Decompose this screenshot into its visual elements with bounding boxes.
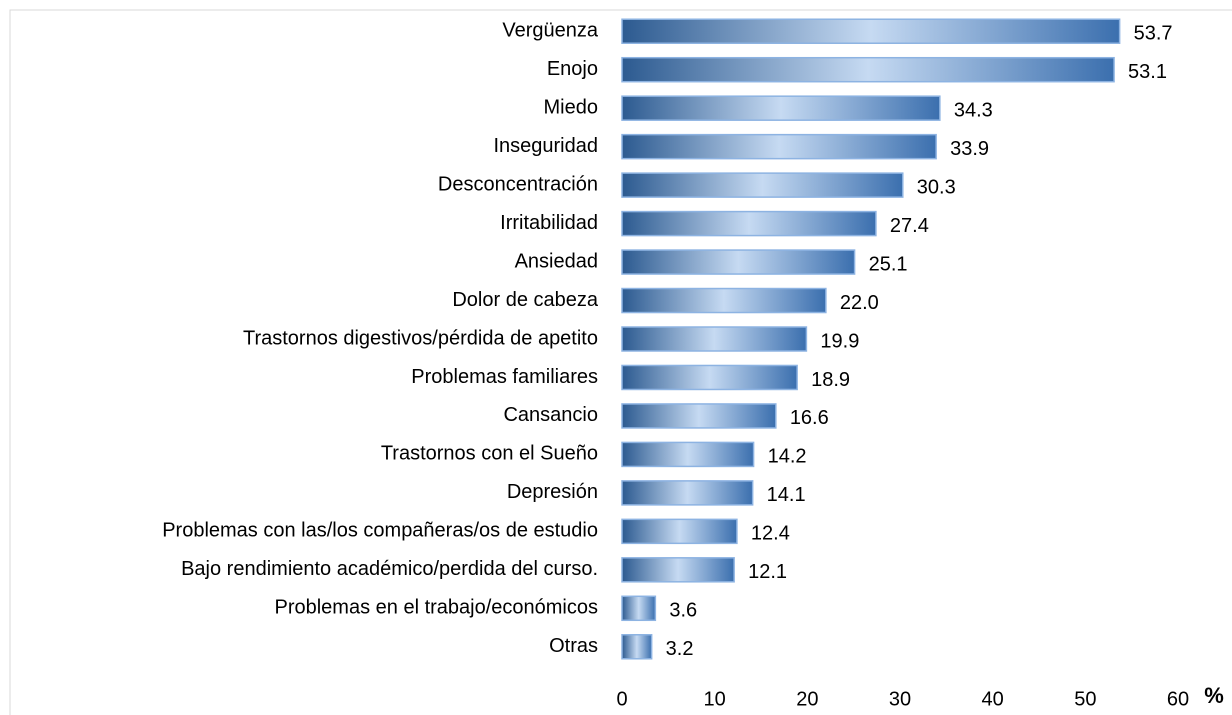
y-tick-label: Problemas con las/los compañeras/os de e… <box>162 520 598 542</box>
bar <box>621 634 653 660</box>
y-tick-label: Trastornos digestivos/pérdida de apetito <box>243 327 598 349</box>
x-tick-label: 40 <box>982 688 1004 710</box>
y-tick-label: Miedo <box>544 96 598 118</box>
data-label: 25.1 <box>869 253 908 275</box>
x-tick-label: 0 <box>616 688 627 710</box>
y-tick-label: Otras <box>549 635 598 657</box>
y-tick-label: Dolor de cabeza <box>452 289 599 311</box>
data-label: 34.3 <box>954 99 993 121</box>
y-tick-label: Trastornos con el Sueño <box>381 443 598 465</box>
y-tick-label: Bajo rendimiento académico/perdida del c… <box>181 558 598 580</box>
data-label: 14.1 <box>767 484 806 506</box>
data-label: 33.9 <box>950 138 989 160</box>
data-label: 16.6 <box>790 407 829 429</box>
bar <box>621 403 777 429</box>
bar <box>621 249 856 275</box>
bar <box>621 518 738 545</box>
data-label: 19.9 <box>820 330 859 352</box>
bar <box>621 56 1115 83</box>
data-label: 3.6 <box>669 600 697 622</box>
x-tick-label: 50 <box>1074 688 1096 710</box>
bar <box>621 210 877 237</box>
x-tick-label: 60 <box>1167 688 1189 710</box>
bar <box>621 133 937 160</box>
y-tick-label: Ansiedad <box>515 250 598 272</box>
data-label: 53.7 <box>1134 23 1173 45</box>
data-label: 12.4 <box>751 523 790 545</box>
data-label: 12.1 <box>748 561 787 583</box>
y-tick-label: Enojo <box>547 58 598 80</box>
data-label: 18.9 <box>811 369 850 391</box>
data-label: 22.0 <box>840 292 879 314</box>
bar <box>621 95 941 121</box>
y-tick-label: Depresión <box>507 481 598 503</box>
bar <box>621 441 755 468</box>
bar <box>621 18 1121 44</box>
bar <box>621 480 754 506</box>
y-tick-label: Inseguridad <box>493 135 598 157</box>
bar <box>621 557 735 583</box>
y-tick-label: Problemas en el trabajo/económicos <box>274 597 598 619</box>
y-tick-label: Desconcentración <box>438 173 598 195</box>
x-tick-label: 10 <box>704 688 726 710</box>
data-label: 27.4 <box>890 215 929 237</box>
bar <box>621 172 904 198</box>
bar <box>621 326 808 352</box>
y-tick-label: Cansancio <box>503 404 598 426</box>
x-tick-label: 20 <box>796 688 818 710</box>
data-label: 14.2 <box>768 446 807 468</box>
bar <box>621 364 798 391</box>
data-label: 30.3 <box>917 176 956 198</box>
data-label: 3.2 <box>666 638 694 660</box>
bar <box>621 287 827 314</box>
x-tick-label: 30 <box>889 688 911 710</box>
chart-frame <box>9 9 1232 715</box>
y-tick-label: Problemas familiares <box>411 366 598 388</box>
y-tick-label: Vergüenza <box>502 20 599 42</box>
data-label: 53.1 <box>1128 61 1167 83</box>
x-axis-label: % <box>1204 683 1224 708</box>
bar <box>621 595 657 622</box>
y-tick-label: Irritabilidad <box>500 212 598 234</box>
